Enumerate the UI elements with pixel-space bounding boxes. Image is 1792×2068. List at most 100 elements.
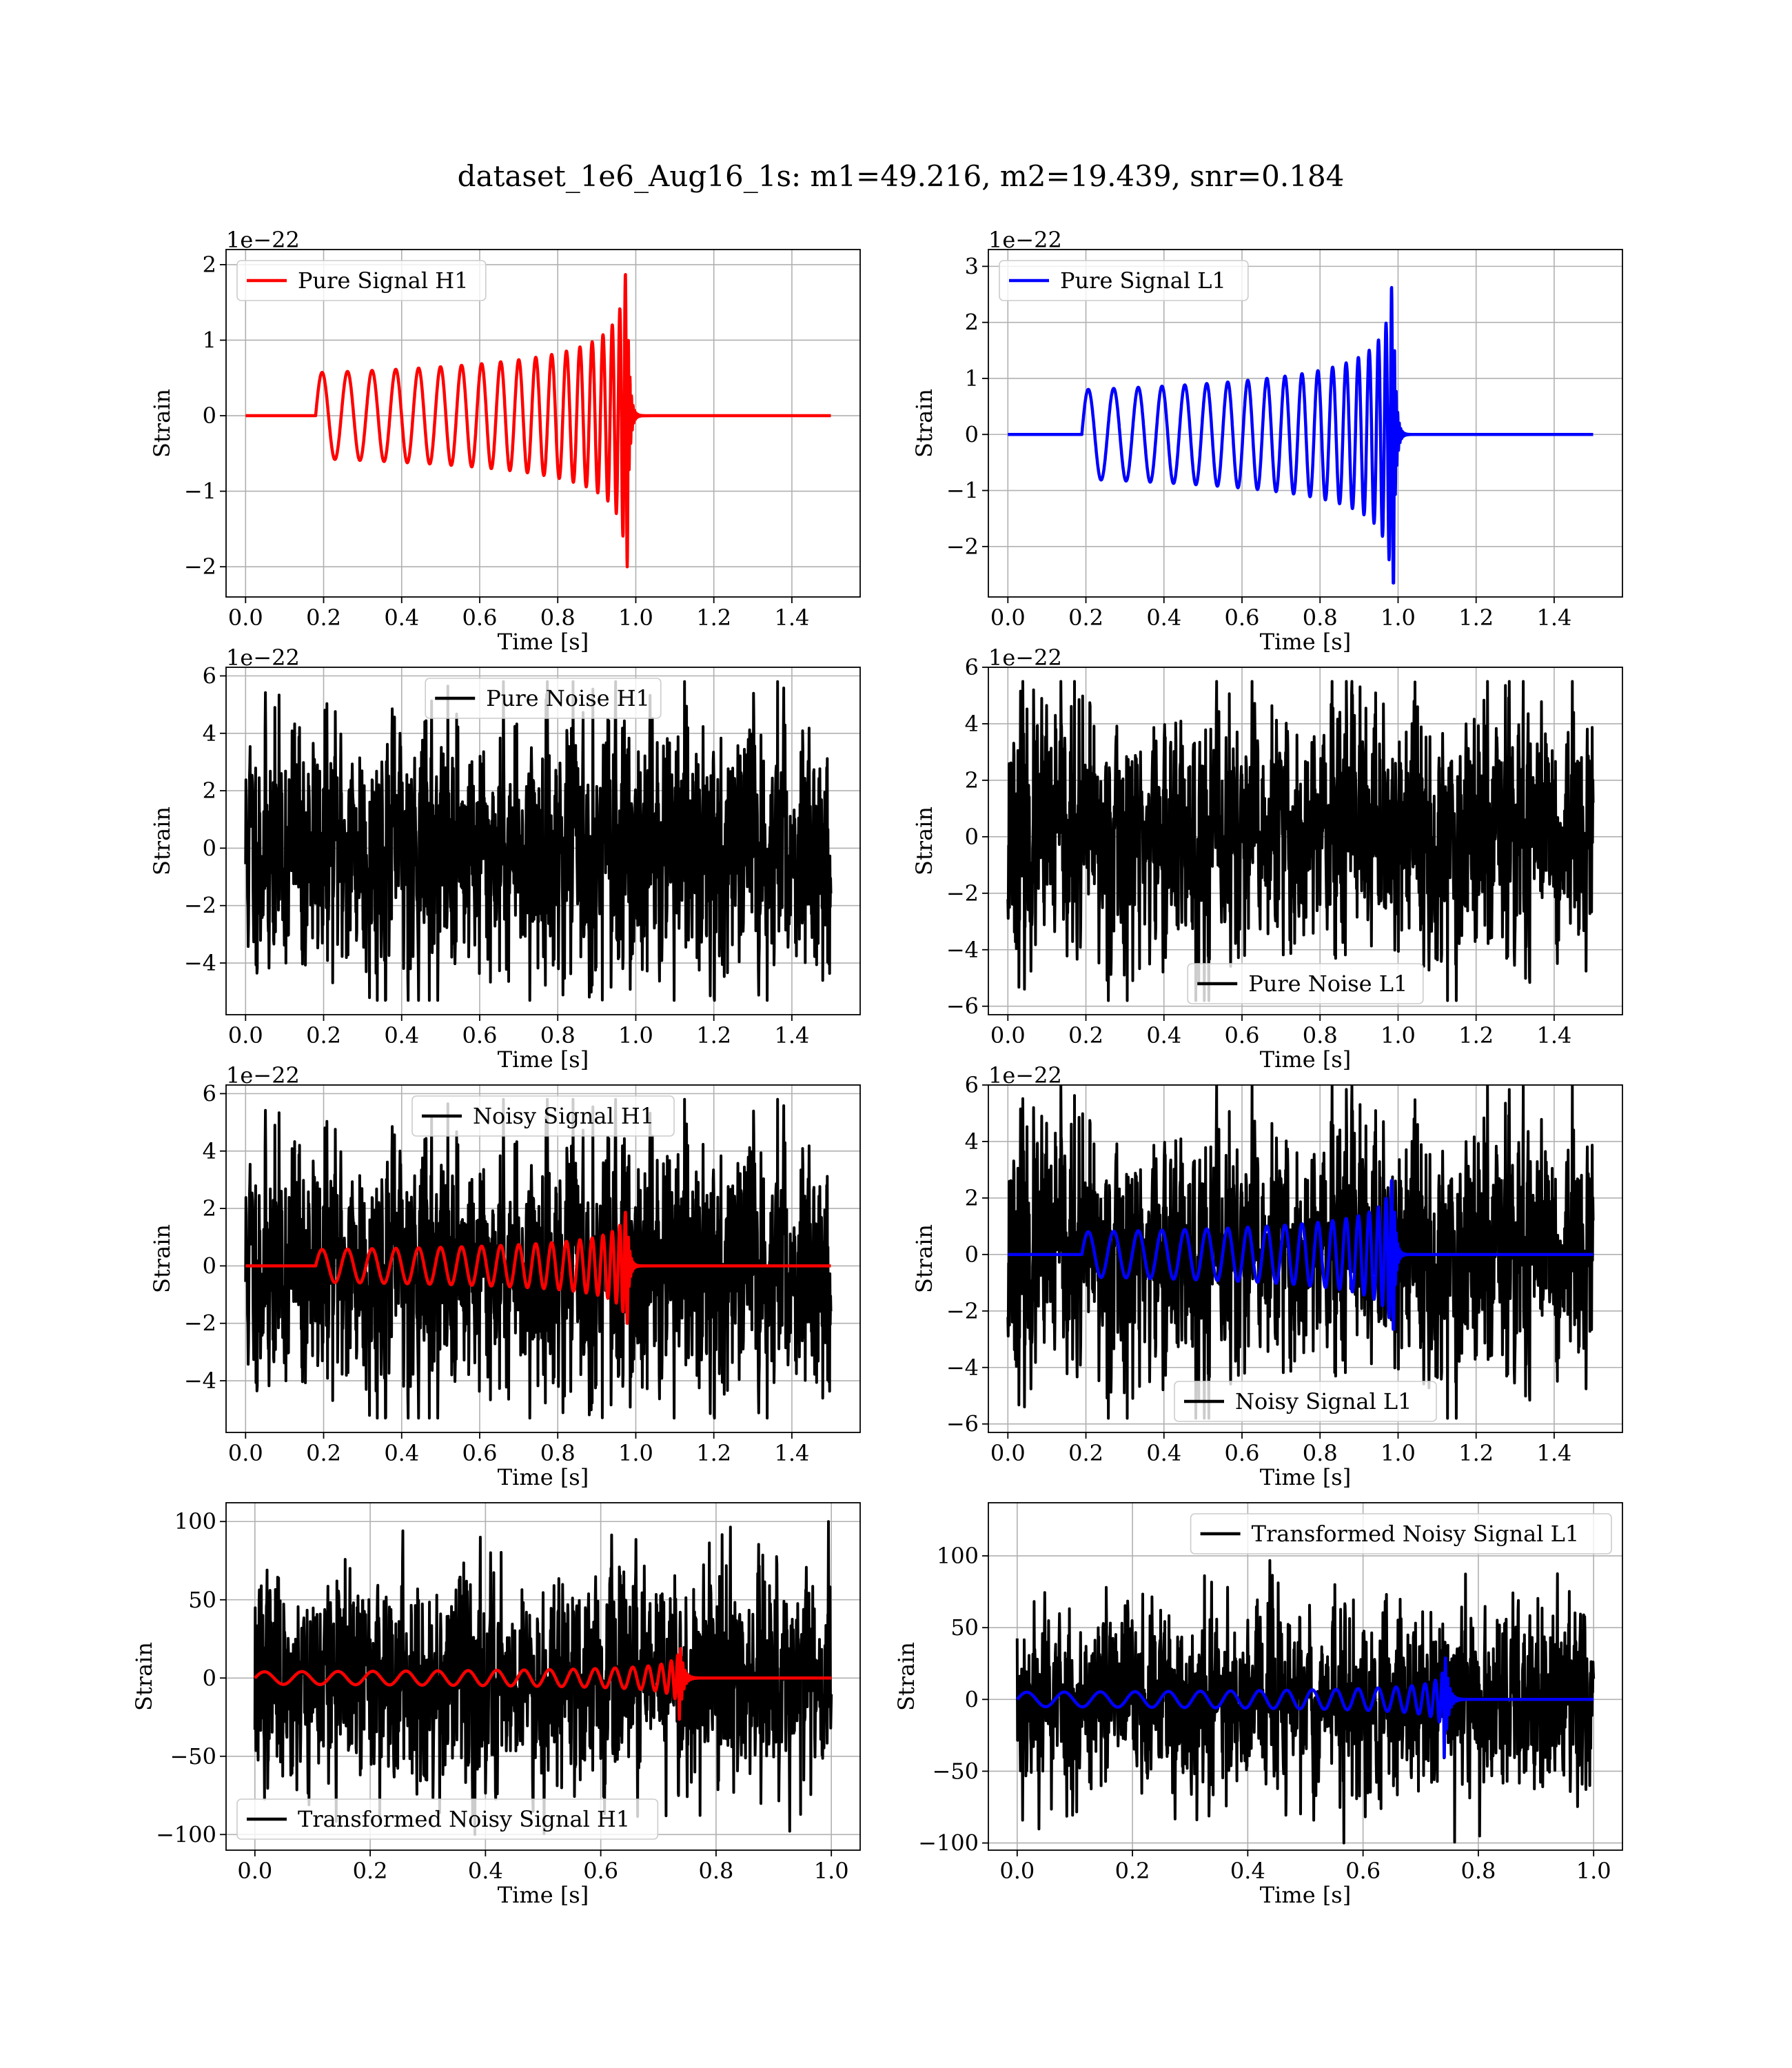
x-tick-label: 1.4	[1536, 605, 1571, 631]
legend-box	[1190, 1513, 1612, 1554]
chart-panel-noisy-signal-l1: 0.0 0.2 0.4 0.6 0.8 1.0 1.2 1.4 −6 −4 −2 0 2 4 6 Time […	[911, 1062, 1623, 1490]
y-axis-label: Strain	[131, 1642, 157, 1711]
x-tick-label: 0.4	[1230, 1858, 1265, 1884]
y-tick-label: −4	[184, 950, 216, 976]
y-tick-label: 4	[203, 1138, 216, 1164]
axes-frame	[988, 667, 1623, 1015]
y-tick-label: −1	[946, 478, 979, 504]
x-axis-label: Time [s]	[498, 1464, 589, 1490]
series-line-chirp-1	[244, 1210, 833, 1325]
x-tick-label: 0.8	[540, 605, 576, 631]
y-axis-label: Strain	[149, 807, 175, 875]
x-tick-label: 1.0	[618, 1022, 653, 1048]
legend: Noisy Signal L1	[1174, 1381, 1437, 1422]
legend: Noisy Signal H1	[411, 1095, 675, 1137]
series-line-chirp-1	[253, 1647, 833, 1721]
y-tick-label: 2	[203, 778, 216, 804]
x-tick-label: 0.0	[990, 1022, 1026, 1048]
x-tick-label: 0.0	[990, 605, 1026, 631]
series-line-chirp-1	[1015, 1656, 1596, 1759]
legend-label: Pure Signal H1	[298, 267, 469, 294]
y-tick-label: 6	[203, 662, 216, 689]
y-tick-label: 0	[965, 1686, 979, 1712]
legend-label: Transformed Noisy Signal L1	[1252, 1521, 1580, 1547]
series-line-chirp-1	[1006, 1179, 1595, 1331]
x-axis-label: Time [s]	[498, 629, 589, 655]
x-tick-label: 1.4	[774, 1022, 809, 1048]
x-tick-label: 0.0	[228, 605, 263, 631]
y-tick-label: 2	[965, 310, 979, 336]
y-axis-label: Strain	[911, 1224, 937, 1293]
legend-label: Transformed Noisy Signal H1	[298, 1806, 630, 1832]
y-axis-label: Strain	[149, 389, 175, 458]
series-line-noise-0	[244, 680, 833, 1002]
x-axis-label: Time [s]	[1260, 629, 1351, 655]
x-tick-label: 0.8	[1303, 1022, 1338, 1048]
chart-panel-pure-signal-l1: 0.0 0.2 0.4 0.6 0.8 1.0 1.2 1.4 −2 −1 0 1 2 3 Time [s]…	[911, 227, 1623, 655]
x-tick-label: 0.0	[999, 1858, 1035, 1884]
x-tick-label: 0.2	[306, 1440, 341, 1466]
y-axis-label: Strain	[149, 1224, 175, 1293]
legend-label: Pure Signal L1	[1060, 267, 1226, 294]
y-tick-label: 2	[965, 1185, 979, 1211]
y-tick-label: −2	[184, 554, 216, 580]
chart-panel-pure-noise-h1: 0.0 0.2 0.4 0.6 0.8 1.0 1.2 1.4 −4 −2 0 2 4 6 Time [s]…	[149, 645, 861, 1073]
y-tick-label: −6	[946, 993, 979, 1020]
x-tick-label: 0.4	[1146, 1440, 1181, 1466]
series-line-noise-0	[1006, 1085, 1595, 1420]
series-line-chirp-0	[244, 273, 833, 569]
x-tick-label: 1.4	[774, 605, 809, 631]
x-tick-label: 1.0	[1381, 1440, 1416, 1466]
y-tick-label: −50	[932, 1758, 979, 1784]
legend-box	[236, 1798, 659, 1840]
x-tick-label: 0.4	[1146, 1022, 1181, 1048]
y-tick-label: −6	[946, 1411, 979, 1437]
x-tick-label: 0.4	[384, 1022, 419, 1048]
axes-frame	[225, 667, 861, 1015]
y-tick-label: 0	[965, 1241, 979, 1268]
y-tick-label: −2	[184, 893, 216, 919]
x-tick-label: 1.2	[696, 605, 731, 631]
figure-title: dataset_1e6_Aug16_1s: m1=49.216, m2=19.4…	[458, 159, 1345, 193]
x-tick-label: 1.2	[1458, 1022, 1494, 1048]
y-tick-label: 0	[965, 824, 979, 850]
x-tick-label: 1.4	[1536, 1440, 1571, 1466]
axis-offset-label: 1e−22	[988, 1062, 1062, 1088]
x-tick-label: 1.4	[1536, 1022, 1571, 1048]
y-axis-label: Strain	[893, 1642, 919, 1711]
x-tick-label: 1.4	[774, 1440, 809, 1466]
y-tick-label: 100	[937, 1543, 979, 1569]
x-tick-label: 1.0	[814, 1858, 849, 1884]
chart-panel-noisy-signal-h1: 0.0 0.2 0.4 0.6 0.8 1.0 1.2 1.4 −4 −2 0 2 4 6 Time [s]…	[149, 1062, 861, 1490]
y-tick-label: −100	[918, 1830, 979, 1856]
y-tick-label: 0	[203, 1253, 216, 1279]
x-tick-label: 0.4	[468, 1858, 503, 1884]
y-tick-label: 4	[203, 720, 216, 747]
x-tick-label: 0.6	[1225, 605, 1260, 631]
x-tick-label: 0.8	[540, 1440, 576, 1466]
y-tick-label: −4	[946, 1355, 979, 1381]
x-tick-label: 0.0	[990, 1440, 1026, 1466]
y-tick-label: 6	[965, 1072, 979, 1098]
legend-label: Noisy Signal H1	[473, 1103, 654, 1129]
axis-offset-label: 1e−22	[988, 645, 1062, 671]
y-tick-label: −4	[946, 937, 979, 963]
x-tick-label: 0.0	[237, 1858, 272, 1884]
legend-label: Pure Noise H1	[486, 685, 650, 711]
axes-frame	[988, 249, 1623, 598]
legend: Pure Noise H1	[425, 678, 662, 719]
x-tick-label: 0.4	[384, 605, 419, 631]
series-line-noise-0	[253, 1520, 833, 1836]
legend-box	[1174, 1381, 1437, 1422]
y-tick-label: 4	[965, 1128, 979, 1155]
x-tick-label: 0.2	[1068, 605, 1103, 631]
x-tick-label: 1.2	[1458, 605, 1494, 631]
chart-panel-pure-noise-l1: 0.0 0.2 0.4 0.6 0.8 1.0 1.2 1.4 −6 −4 −2 0 2 4 6 Time […	[911, 645, 1623, 1073]
x-tick-label: 0.2	[353, 1858, 388, 1884]
x-tick-label: 1.2	[696, 1022, 731, 1048]
x-tick-label: 0.6	[583, 1858, 618, 1884]
series-line-noise-0	[1015, 1559, 1596, 1845]
x-tick-label: 1.0	[1381, 605, 1416, 631]
y-tick-label: −100	[156, 1821, 216, 1847]
x-tick-label: 0.4	[384, 1440, 419, 1466]
